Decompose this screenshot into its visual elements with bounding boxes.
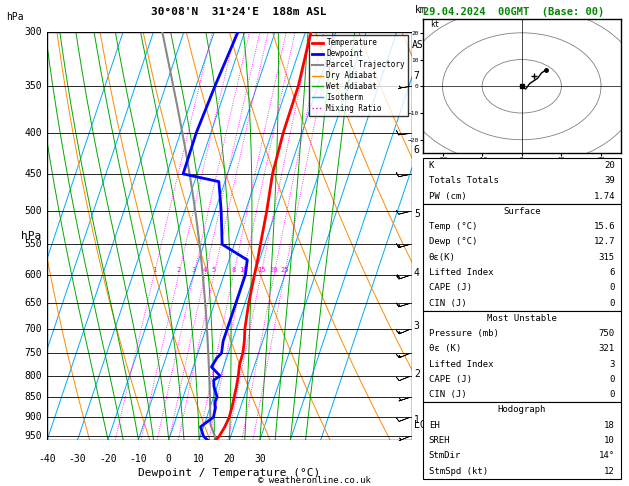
Text: 10: 10 xyxy=(193,454,205,464)
Text: 10: 10 xyxy=(239,267,247,273)
Text: 1: 1 xyxy=(414,415,420,425)
Text: 800: 800 xyxy=(25,371,42,381)
Text: 0: 0 xyxy=(610,390,615,399)
Text: 5: 5 xyxy=(212,267,216,273)
Text: Lifted Index: Lifted Index xyxy=(428,360,493,369)
Text: Dewp (°C): Dewp (°C) xyxy=(428,238,477,246)
Text: Hodograph: Hodograph xyxy=(498,405,546,415)
Text: 550: 550 xyxy=(25,239,42,249)
Text: 10: 10 xyxy=(604,436,615,445)
Text: 1.74: 1.74 xyxy=(593,191,615,201)
Text: 500: 500 xyxy=(25,206,42,216)
Text: ASL: ASL xyxy=(412,40,430,50)
Text: 1: 1 xyxy=(152,267,156,273)
Text: 18: 18 xyxy=(604,421,615,430)
Text: 2: 2 xyxy=(177,267,181,273)
Text: 900: 900 xyxy=(25,412,42,422)
Text: 4: 4 xyxy=(414,268,420,278)
Text: 321: 321 xyxy=(599,345,615,353)
Text: 400: 400 xyxy=(25,127,42,138)
Text: Temp (°C): Temp (°C) xyxy=(428,222,477,231)
Text: 15: 15 xyxy=(257,267,265,273)
Text: 20: 20 xyxy=(604,161,615,170)
Text: StmDir: StmDir xyxy=(428,451,461,460)
Text: 300: 300 xyxy=(25,27,42,36)
Text: 25: 25 xyxy=(281,267,289,273)
Text: 350: 350 xyxy=(25,81,42,91)
Text: 6: 6 xyxy=(610,268,615,277)
Text: 29.04.2024  00GMT  (Base: 00): 29.04.2024 00GMT (Base: 00) xyxy=(423,7,604,17)
Text: Dewpoint / Temperature (°C): Dewpoint / Temperature (°C) xyxy=(138,469,321,478)
Text: CIN (J): CIN (J) xyxy=(428,298,466,308)
Text: hPa: hPa xyxy=(6,12,24,22)
Text: CAPE (J): CAPE (J) xyxy=(428,283,472,292)
Legend: Temperature, Dewpoint, Parcel Trajectory, Dry Adiabat, Wet Adiabat, Isotherm, Mi: Temperature, Dewpoint, Parcel Trajectory… xyxy=(309,35,408,116)
Text: © weatheronline.co.uk: © weatheronline.co.uk xyxy=(258,476,371,485)
Text: Surface: Surface xyxy=(503,207,540,216)
Text: 8: 8 xyxy=(231,267,235,273)
Text: SREH: SREH xyxy=(428,436,450,445)
Text: km: km xyxy=(415,5,427,15)
Text: 0: 0 xyxy=(610,375,615,384)
Text: hPa: hPa xyxy=(21,231,41,241)
Text: 3: 3 xyxy=(414,321,420,331)
Bar xyxy=(423,158,621,204)
Text: 600: 600 xyxy=(25,270,42,280)
Text: EH: EH xyxy=(428,421,440,430)
Text: Lifted Index: Lifted Index xyxy=(428,268,493,277)
Text: StmSpd (kt): StmSpd (kt) xyxy=(428,467,487,476)
Text: 700: 700 xyxy=(25,324,42,334)
Text: 5: 5 xyxy=(414,208,420,219)
Text: 950: 950 xyxy=(25,431,42,441)
Text: -20: -20 xyxy=(99,454,117,464)
Text: 315: 315 xyxy=(599,253,615,262)
Text: θε(K): θε(K) xyxy=(428,253,455,262)
Text: 650: 650 xyxy=(25,298,42,308)
Text: 3: 3 xyxy=(192,267,196,273)
Text: 0: 0 xyxy=(166,454,172,464)
Text: 7: 7 xyxy=(414,70,420,81)
Text: 750: 750 xyxy=(25,348,42,358)
Text: 15.6: 15.6 xyxy=(593,222,615,231)
Text: -40: -40 xyxy=(38,454,56,464)
Text: 14°: 14° xyxy=(599,451,615,460)
Text: CAPE (J): CAPE (J) xyxy=(428,375,472,384)
Bar xyxy=(423,402,621,479)
Text: 39: 39 xyxy=(604,176,615,185)
Text: 3: 3 xyxy=(610,360,615,369)
Text: 450: 450 xyxy=(25,169,42,179)
Text: 750: 750 xyxy=(599,329,615,338)
Text: 30: 30 xyxy=(254,454,266,464)
Text: 12.7: 12.7 xyxy=(593,238,615,246)
Text: Totals Totals: Totals Totals xyxy=(428,176,499,185)
Text: kt: kt xyxy=(431,20,440,30)
Text: 20: 20 xyxy=(270,267,278,273)
Text: 2: 2 xyxy=(414,369,420,379)
Text: 850: 850 xyxy=(25,392,42,402)
Text: 12: 12 xyxy=(604,467,615,476)
Text: Pressure (mb): Pressure (mb) xyxy=(428,329,499,338)
Text: θε (K): θε (K) xyxy=(428,345,461,353)
Text: Most Unstable: Most Unstable xyxy=(487,314,557,323)
Text: -10: -10 xyxy=(130,454,147,464)
Text: PW (cm): PW (cm) xyxy=(428,191,466,201)
Text: 0: 0 xyxy=(610,298,615,308)
Text: 20: 20 xyxy=(224,454,235,464)
Text: 30°08'N  31°24'E  188m ASL: 30°08'N 31°24'E 188m ASL xyxy=(151,7,327,17)
Text: 4: 4 xyxy=(203,267,207,273)
Text: CIN (J): CIN (J) xyxy=(428,390,466,399)
Text: K: K xyxy=(428,161,434,170)
Text: LCL: LCL xyxy=(414,419,431,430)
Bar xyxy=(423,204,621,311)
Text: -30: -30 xyxy=(69,454,86,464)
Text: 0: 0 xyxy=(610,283,615,292)
Bar xyxy=(423,311,621,402)
Text: 6: 6 xyxy=(414,145,420,155)
Text: Mixing Ratio (g/kg): Mixing Ratio (g/kg) xyxy=(440,185,449,287)
